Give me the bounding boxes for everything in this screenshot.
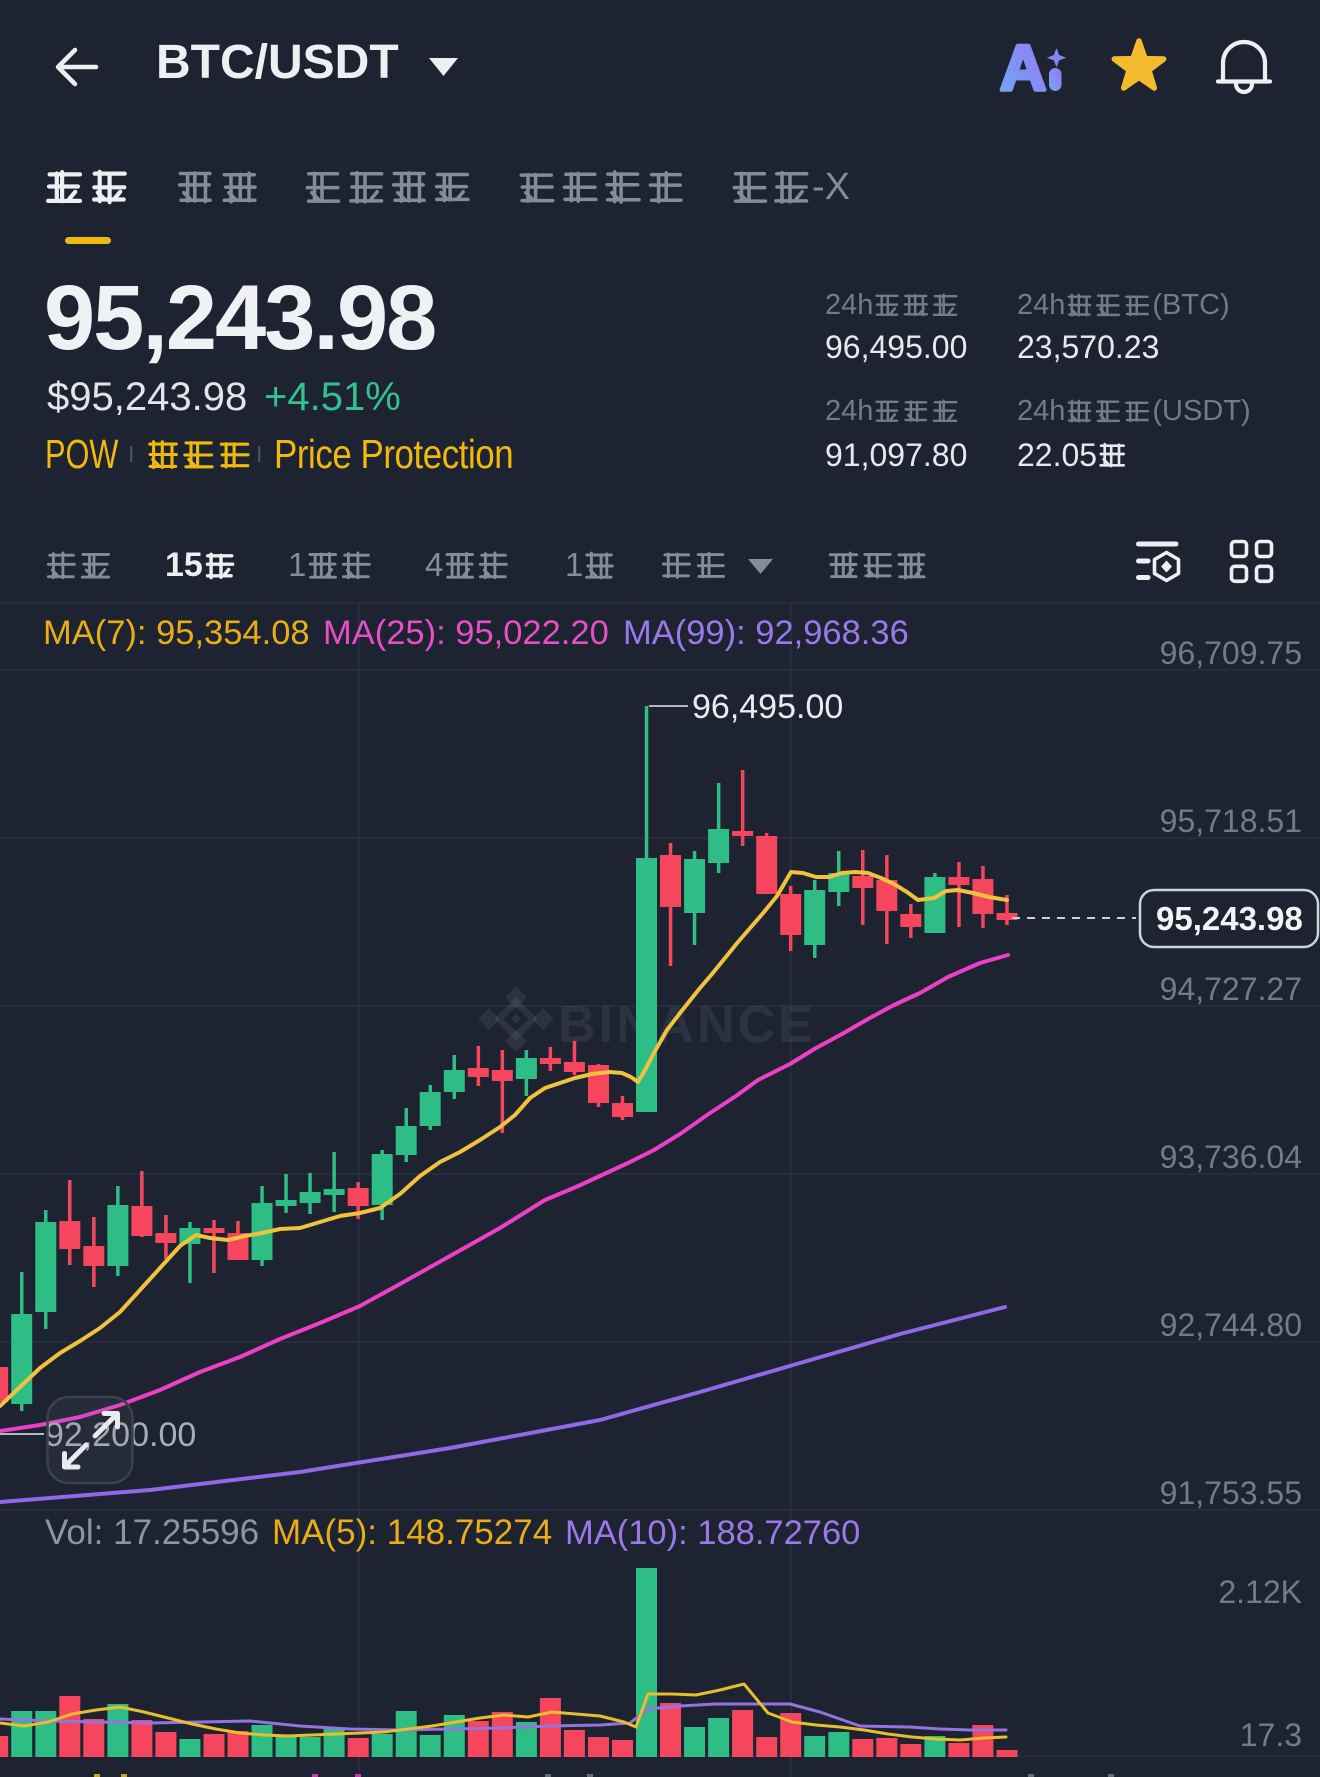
- svg-text:92,200.00: 92,200.00: [45, 1416, 196, 1454]
- svg-text:A: A: [1000, 32, 1046, 104]
